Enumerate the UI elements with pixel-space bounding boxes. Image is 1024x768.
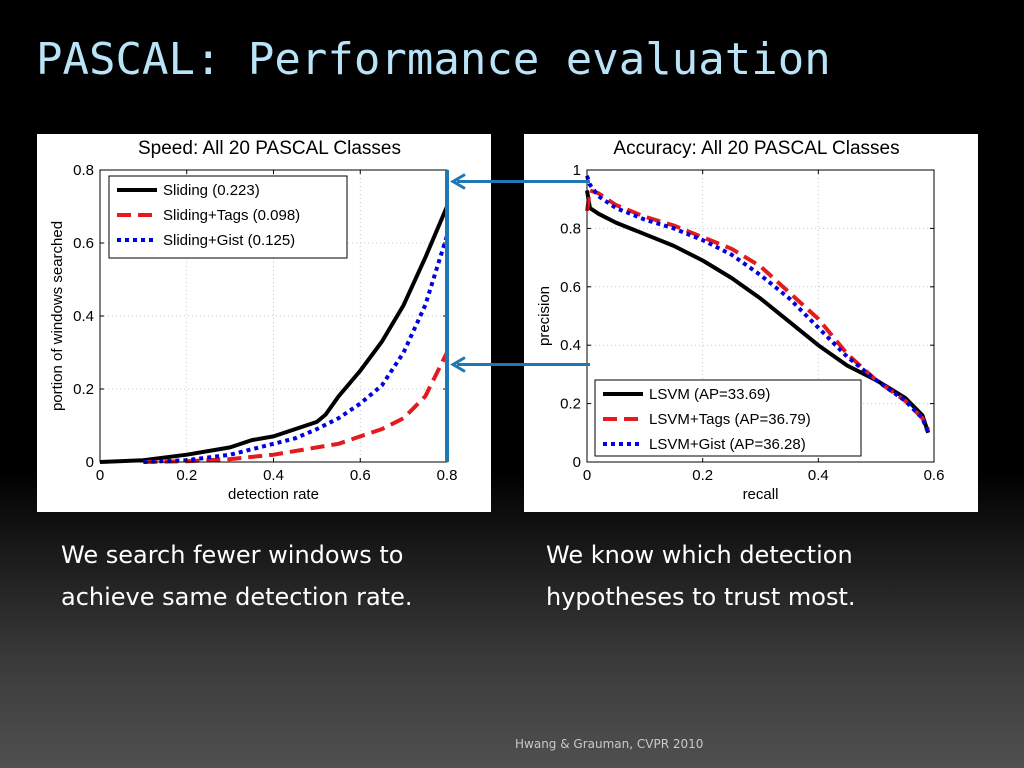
speed-legend-label-0: Sliding (0.223) [163,182,260,199]
speed-x-tick-label: 0.8 [437,467,458,484]
right-caption-line-2: hypotheses to trust most. [546,583,856,611]
speed-title-text: All 20 PASCAL Classes [202,138,401,159]
speed-y-tick-label: 0.4 [73,308,94,325]
accuracy-axes-frame [586,169,935,463]
speed-title-prefix: Speed: [138,138,202,159]
speed-chart-title: Speed: All 20 PASCAL Classes [138,138,401,159]
right-caption-line-1: We know which detection [546,541,853,569]
accuracy-chart: Accuracy: All 20 PASCAL Classes 0 0.2 0.4 0.… [536,138,945,503]
speed-x-tick-label: 0 [96,467,104,484]
accuracy-x-tick-label: 0.4 [808,467,829,484]
speed-chart-panel: Speed: All 20 PASCAL Classes 0 0.2 0.4 0.6 0.… [37,134,491,512]
left-caption: We search fewer windows to achieve same … [61,534,412,618]
accuracy-x-axis-label: recall [743,486,779,503]
accuracy-legend-label-1: LSVM+Tags (AP=36.79) [649,411,811,428]
speed-series-line-2 [143,235,449,464]
accuracy-legend-label-2: LSVM+Gist (AP=36.28) [649,436,806,453]
accuracy-y-axis-label: precision [536,286,553,346]
speed-legend-label-2: Sliding+Gist (0.125) [163,232,295,249]
accuracy-y-tick-label: 0.4 [560,337,581,354]
right-caption: We know which detection hypotheses to tr… [546,534,855,618]
speed-x-tick-label: 0.2 [176,467,197,484]
speed-x-tick-label: 0.6 [350,467,371,484]
accuracy-x-tick-label: 0.6 [924,467,945,484]
speed-legend-label-1: Sliding+Tags (0.098) [163,207,300,224]
speed-series-line-0 [99,205,449,464]
speed-chart: Speed: All 20 PASCAL Classes 0 0.2 0.4 0.6 0.… [49,138,458,503]
accuracy-series-line-2 [585,175,931,434]
accuracy-legend: LSVM (AP=33.69) LSVM+Tags (AP=36.79) LSVM+… [594,379,862,457]
accuracy-x-tick-label: 0 [583,467,591,484]
accuracy-y-tick-label: 1 [573,162,581,179]
accuracy-y-tick-label: 0 [573,454,581,471]
speed-x-tick-label: 0.4 [263,467,284,484]
accuracy-x-tick-label: 0.2 [692,467,713,484]
slide-title: PASCAL: Performance evaluation [36,34,831,85]
accuracy-legend-label-0: LSVM (AP=33.69) [649,386,770,403]
citation-credit: Hwang & Grauman, CVPR 2010 [515,737,704,751]
accuracy-chart-panel: Accuracy: All 20 PASCAL Classes 0 0.2 0.4 0.… [524,134,978,512]
speed-legend: Sliding (0.223) Sliding+Tags (0.098) Slidi… [108,175,348,259]
left-caption-line-1: We search fewer windows to [61,541,404,569]
accuracy-y-tick-label: 0.6 [560,279,581,296]
accuracy-y-tick-label: 0.8 [560,220,581,237]
accuracy-y-tick-label: 0.2 [560,396,581,413]
accuracy-title-prefix: Accuracy: [613,138,701,159]
speed-y-tick-label: 0.2 [73,381,94,398]
speed-y-axis-label: portion of windows searched [49,221,66,411]
speed-y-tick-label: 0.8 [73,162,94,179]
accuracy-chart-title: Accuracy: All 20 PASCAL Classes [613,138,899,159]
speed-y-tick-label: 0.6 [73,235,94,252]
speed-x-axis-label: detection rate [228,486,319,503]
speed-series-line-1 [143,351,449,464]
accuracy-title-text: All 20 PASCAL Classes [701,138,900,159]
left-caption-line-2: achieve same detection rate. [61,583,413,611]
speed-y-tick-label: 0 [86,454,94,471]
